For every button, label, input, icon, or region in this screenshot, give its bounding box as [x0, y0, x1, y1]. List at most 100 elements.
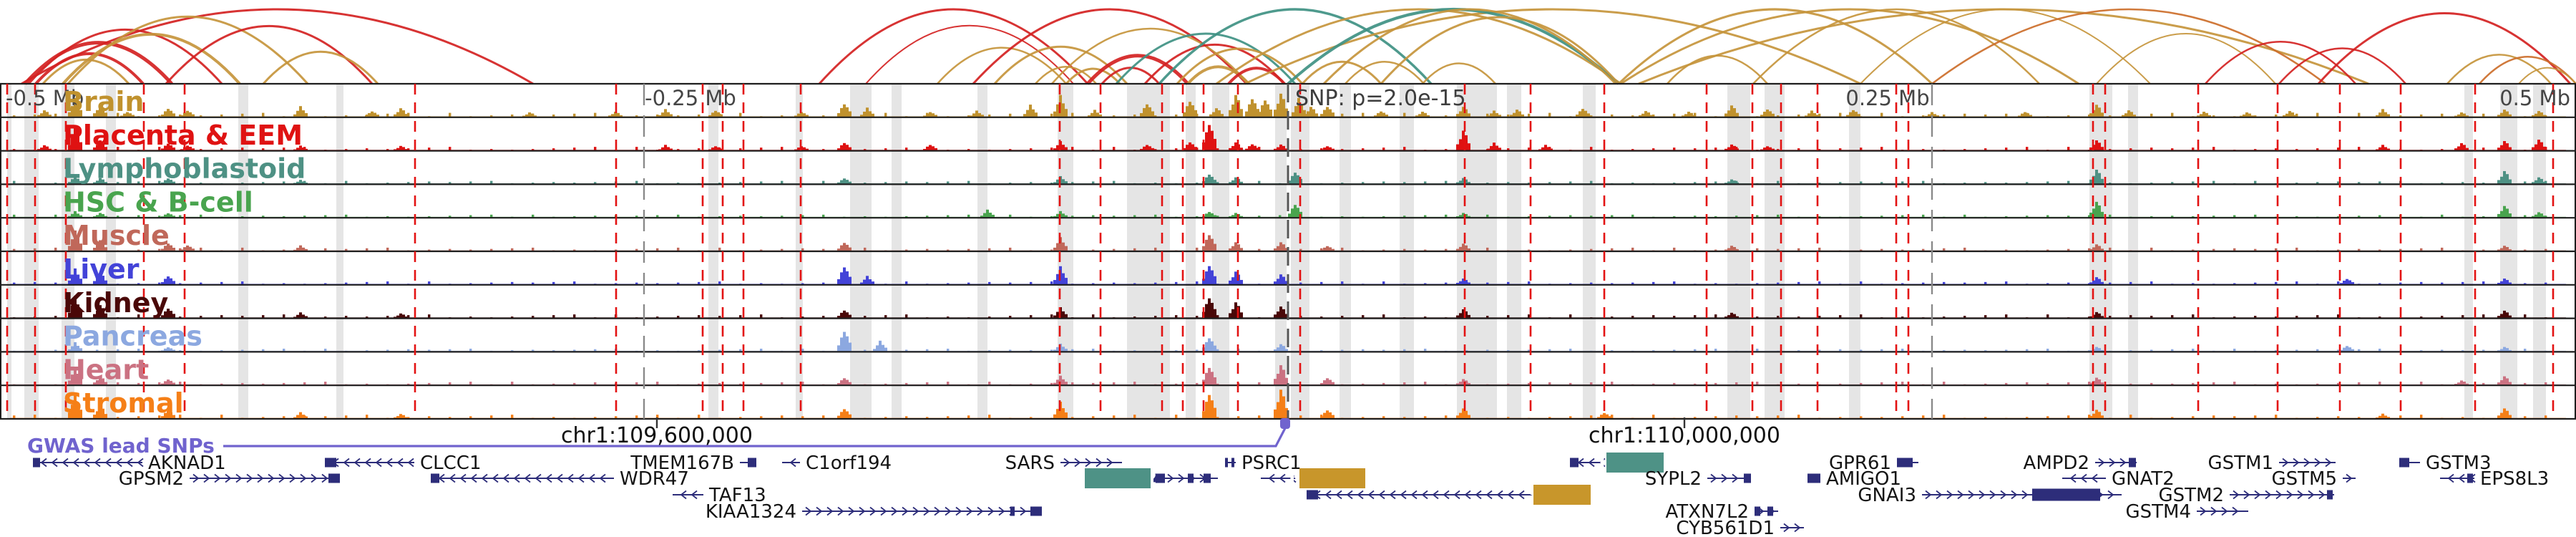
signal-peak-bar	[1211, 302, 1214, 319]
signal-peak-bar	[1208, 367, 1211, 386]
signal-noise-bar	[407, 315, 410, 319]
signal-noise-bar	[2254, 214, 2257, 218]
gene-gstm3: GSTM3	[2399, 453, 2492, 474]
signal-noise-bar	[1362, 349, 1365, 352]
signal-noise-bar	[262, 349, 265, 352]
signal-peak-bar	[96, 145, 99, 151]
signal-peak-bar	[1323, 412, 1326, 419]
signal-peak-bar	[1279, 93, 1282, 117]
signal-noise-bar	[801, 248, 804, 251]
signal-peak-bar	[714, 146, 717, 151]
signal-noise-bar	[1030, 417, 1033, 419]
signal-peak-bar	[37, 115, 40, 117]
signal-peak-bar	[1459, 412, 1462, 419]
signal-peak-bar	[1415, 115, 1418, 117]
signal-noise-bar	[2109, 247, 2112, 251]
signal-peak-bar	[68, 349, 71, 352]
gene-label: AMIGO1	[1826, 468, 1901, 490]
signal-peak-bar	[708, 115, 711, 117]
signal-peak-bar	[1091, 112, 1093, 117]
signal-noise-bar	[2462, 350, 2464, 352]
signal-noise-bar	[635, 180, 638, 185]
signal-noise-bar	[303, 216, 306, 218]
signal-peak-bar	[71, 374, 74, 386]
signal-peak-bar	[161, 416, 164, 419]
signal-noise-bar	[200, 115, 203, 117]
signal-noise-bar	[1175, 281, 1178, 285]
signal-noise-bar	[220, 281, 223, 285]
signal-noise-bar	[1092, 349, 1095, 352]
signal-peak-bar	[1221, 114, 1224, 117]
signal-peak-bar	[172, 113, 175, 117]
signal-peak-bar	[1229, 248, 1231, 251]
signal-noise-bar	[1569, 215, 1572, 218]
signal-noise-bar	[1673, 216, 1676, 218]
signal-peak-bar	[525, 114, 528, 117]
signal-noise-bar	[345, 180, 348, 185]
signal-noise-bar	[1216, 417, 1219, 419]
signal-peak-bar	[2460, 112, 2463, 117]
signal-peak-bar	[1035, 112, 1038, 117]
interaction-arc	[1186, 65, 1250, 85]
signal-noise-bar	[947, 416, 950, 419]
gene-gnat2: GNAT2	[2062, 468, 2175, 490]
gene-exon-box	[325, 458, 336, 468]
signal-peak-bar	[1205, 402, 1208, 419]
gene-psma5: PSMA5	[1570, 453, 1672, 474]
signal-peak-bar	[1277, 311, 1279, 319]
signal-noise-bar	[2482, 216, 2485, 218]
signal-noise-bar	[2441, 113, 2444, 117]
signal-peak-bar	[180, 115, 183, 117]
signal-noise-bar	[905, 382, 908, 386]
signal-noise-bar	[1424, 316, 1427, 319]
signal-peak-bar	[1459, 139, 1462, 151]
signal-noise-bar	[967, 415, 970, 419]
signal-noise-bar	[1050, 349, 1053, 352]
signal-peak-bar	[296, 415, 299, 419]
signal-noise-bar	[1839, 148, 1842, 151]
signal-noise-bar	[1777, 282, 1780, 285]
signal-noise-bar	[1590, 415, 1593, 419]
signal-peak-bar	[2500, 112, 2503, 117]
signal-noise-bar	[2192, 283, 2195, 285]
signal-peak-bar	[71, 275, 74, 285]
gene-label: SARS	[1005, 453, 1055, 474]
signal-peak-bar	[800, 112, 803, 117]
signal-peak-bar	[2098, 107, 2101, 117]
gene-gstm4: GSTM4	[2125, 501, 2248, 523]
signal-noise-bar	[2212, 415, 2215, 419]
signal-noise-bar	[2088, 215, 2091, 218]
signal-noise-bar	[1694, 315, 1697, 319]
signal-noise-bar	[864, 183, 867, 185]
signal-noise-bar	[1652, 114, 1655, 117]
signal-noise-bar	[2379, 349, 2381, 352]
signal-noise-bar	[241, 183, 244, 185]
signal-peak-bar	[2208, 115, 2211, 117]
signal-noise-bar	[2545, 282, 2547, 285]
signal-noise-bar	[1113, 382, 1116, 386]
signal-noise-bar	[1963, 183, 1966, 185]
signal-noise-bar	[54, 282, 57, 285]
signal-peak-bar	[843, 267, 846, 285]
signal-peak-bar	[1251, 144, 1254, 151]
signal-noise-bar	[2316, 349, 2319, 352]
signal-noise-bar	[2358, 417, 2361, 419]
signal-peak-bar	[1214, 309, 1216, 319]
signal-noise-bar	[1777, 415, 1780, 419]
signal-peak-bar	[1059, 375, 1062, 386]
signal-peak-bar	[2095, 140, 2098, 151]
signal-peak-bar	[923, 148, 926, 151]
signal-noise-bar	[2399, 248, 2402, 251]
track-label-brain: Brain	[63, 86, 144, 117]
signal-peak-bar	[2503, 347, 2506, 352]
signal-peak-bar	[1465, 213, 1468, 218]
signal-peak-bar	[1813, 112, 1816, 117]
signal-noise-bar	[552, 350, 555, 352]
signal-noise-bar	[1652, 148, 1655, 151]
signal-noise-bar	[179, 248, 182, 251]
signal-peak-bar	[1059, 237, 1062, 251]
signal-peak-bar	[1315, 113, 1318, 117]
signal-noise-bar	[428, 382, 431, 386]
gene-taf13: TAF13	[673, 485, 766, 506]
signal-peak-bar	[2283, 115, 2285, 117]
